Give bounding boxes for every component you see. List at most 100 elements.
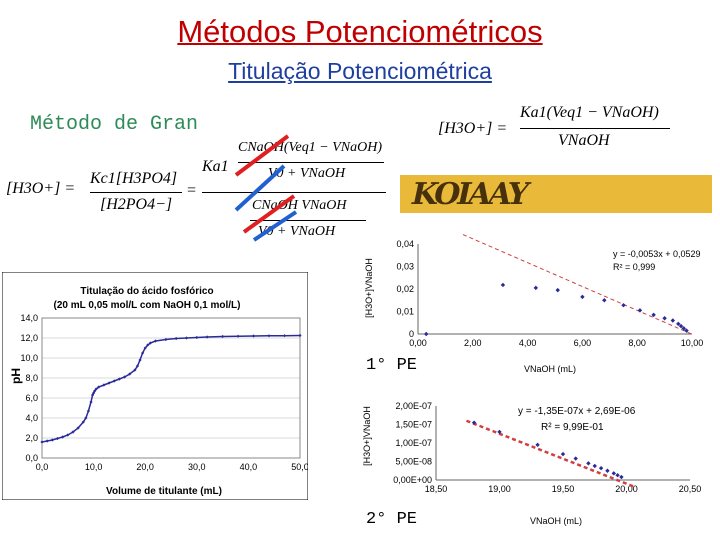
data-point bbox=[174, 336, 178, 341]
equation-left-c-num: CNaOH(Veq1 − VNaOH) bbox=[238, 140, 382, 155]
equation-left-den: [H2PO4−] bbox=[100, 196, 173, 213]
data-point bbox=[94, 387, 98, 391]
x-tick-label: 2,00 bbox=[464, 338, 482, 348]
data-point bbox=[45, 439, 49, 443]
y-tick-label: 1,00E-07 bbox=[395, 438, 432, 448]
data-point bbox=[555, 287, 560, 293]
data-point bbox=[143, 346, 147, 350]
equation-right-num: Ka1(Veq1 − VNaOH) bbox=[520, 104, 659, 121]
label-first-equivalence-point: 1° PE bbox=[366, 356, 418, 375]
y-tick-label: 0,0 bbox=[25, 453, 38, 463]
data-point bbox=[40, 440, 44, 444]
equation-left-v-sum-2: V0 + VNaOH bbox=[258, 224, 336, 239]
y-axis-label: pH bbox=[9, 368, 23, 384]
equation-right-lhs: [H3O+] = bbox=[438, 120, 508, 137]
plot-area bbox=[41, 317, 301, 459]
y-axis-label: [H3O+]VNaOH bbox=[364, 258, 374, 318]
y-tick-label: 8,0 bbox=[25, 373, 38, 383]
gran-plot-second-pe: [H3O+]VNaOH VNaOH (mL) y = -1,35E-07x + … bbox=[362, 401, 702, 526]
gran-plot-first-pe: [H3O+]VNaOH VNaOH (mL) y = -0,0053x + 0,… bbox=[364, 234, 703, 374]
data-point bbox=[138, 358, 142, 362]
x-tick-label: 4,00 bbox=[519, 338, 537, 348]
fraction-bar bbox=[90, 192, 182, 193]
equation-left: [H3O+] = Kc1[H3PO4] [H2PO4−] = Ka1 CNaOH… bbox=[6, 130, 391, 248]
x-tick-label: 40,0 bbox=[240, 462, 258, 472]
x-tick-label: 8,00 bbox=[628, 338, 646, 348]
data-point bbox=[117, 377, 121, 381]
data-point bbox=[651, 312, 656, 318]
y-tick-label: 0,01 bbox=[396, 307, 414, 317]
data-point bbox=[135, 364, 140, 368]
data-point bbox=[84, 416, 88, 420]
data-point bbox=[424, 331, 429, 337]
chart-title: Titulação do ácido fosfórico bbox=[80, 286, 213, 297]
data-point bbox=[205, 335, 209, 339]
y-tick-label: 2,00E-07 bbox=[395, 401, 432, 411]
y-tick-label: 0,00E+00 bbox=[393, 475, 432, 485]
data-point bbox=[50, 438, 54, 442]
data-point bbox=[598, 465, 604, 471]
titration-chart: Titulação do ácido fosfórico (20 mL 0,05… bbox=[2, 272, 308, 500]
data-point bbox=[605, 468, 610, 473]
data-point bbox=[184, 336, 189, 340]
decorative-banner-image: KOIAAY ISERVANGAVLH bbox=[400, 175, 712, 213]
data-point bbox=[71, 430, 75, 434]
data-point bbox=[670, 318, 676, 323]
x-axis-label: VNaOH (mL) bbox=[530, 516, 582, 526]
data-point bbox=[497, 429, 502, 435]
data-point bbox=[621, 303, 626, 308]
y-tick-label: 0 bbox=[409, 329, 414, 339]
fraction-bar bbox=[520, 128, 670, 129]
data-point bbox=[133, 368, 137, 372]
x-tick-label: 20,50 bbox=[679, 484, 702, 494]
y-tick-label: 10,0 bbox=[20, 353, 38, 363]
data-point bbox=[146, 343, 150, 347]
data-point bbox=[141, 351, 145, 355]
data-point bbox=[533, 285, 539, 291]
x-tick-label: 20,00 bbox=[615, 484, 638, 494]
data-point bbox=[500, 282, 506, 288]
x-tick-label: 10,0 bbox=[85, 462, 103, 472]
y-tick-label: 5,00E-08 bbox=[395, 457, 432, 467]
data-point bbox=[164, 337, 168, 342]
data-point bbox=[89, 400, 93, 404]
y-tick-label: 0,02 bbox=[396, 284, 414, 294]
data-point bbox=[107, 381, 111, 385]
data-point bbox=[122, 375, 127, 379]
trend-line bbox=[466, 419, 635, 488]
x-tick-label: 0,0 bbox=[36, 462, 49, 472]
trend-line bbox=[460, 234, 693, 335]
data-point bbox=[471, 420, 477, 425]
data-point bbox=[251, 334, 256, 338]
data-point bbox=[662, 316, 667, 321]
data-point bbox=[619, 474, 624, 480]
data-point bbox=[586, 461, 591, 466]
x-tick-label: 30,0 bbox=[188, 462, 206, 472]
x-tick-label: 0,00 bbox=[409, 338, 427, 348]
data-point bbox=[112, 379, 116, 383]
x-tick-label: 18,50 bbox=[425, 484, 448, 494]
data-point bbox=[148, 341, 152, 345]
fraction-bar bbox=[250, 220, 366, 221]
y-tick-label: 6,0 bbox=[25, 393, 38, 403]
regression-equation: y = -0,0053x + 0,0529 bbox=[613, 249, 701, 259]
data-point bbox=[267, 334, 271, 338]
y-axis-label: [H3O+]VNaOH bbox=[362, 406, 372, 466]
x-axis-label: Volume de titulante (mL) bbox=[106, 486, 222, 497]
r-squared: R² = 0,999 bbox=[613, 262, 655, 272]
equation-right-den: VNaOH bbox=[558, 132, 610, 149]
data-point bbox=[602, 298, 607, 303]
data-point bbox=[55, 436, 60, 441]
y-tick-label: 12,0 bbox=[20, 333, 38, 343]
data-point bbox=[615, 472, 620, 478]
x-tick-label: 19,00 bbox=[488, 484, 511, 494]
method-label: Método de Gran bbox=[30, 113, 199, 136]
label-second-equivalence-point: 2° PE bbox=[366, 510, 418, 529]
y-tick-label: 1,50E-07 bbox=[395, 420, 432, 430]
data-point bbox=[298, 333, 302, 338]
data-point bbox=[573, 456, 578, 461]
data-point bbox=[592, 463, 597, 469]
data-point bbox=[637, 308, 643, 313]
equation-left-equals: = bbox=[186, 182, 197, 199]
